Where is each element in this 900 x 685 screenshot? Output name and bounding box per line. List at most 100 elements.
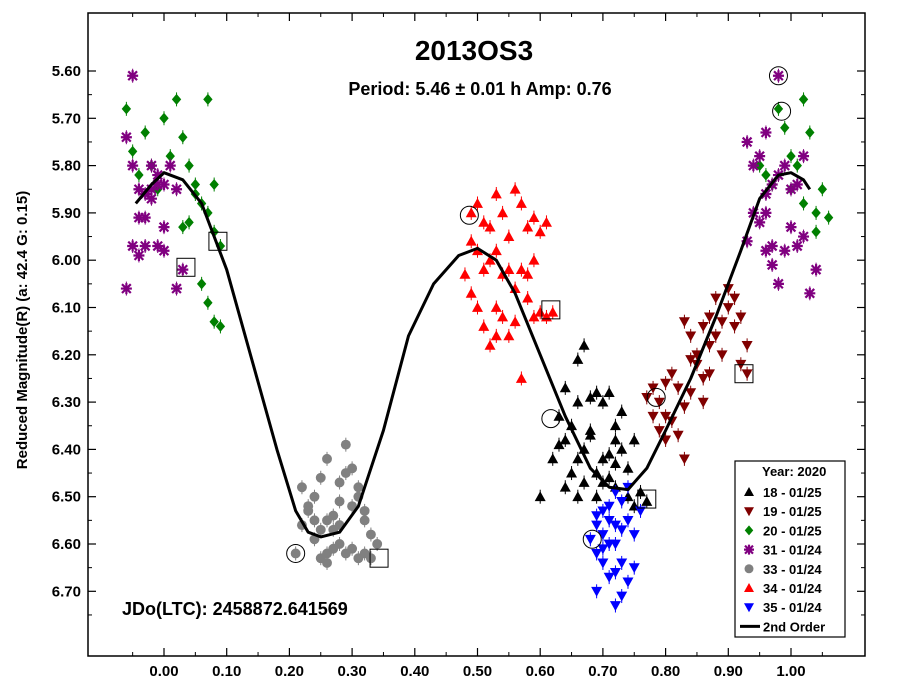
data-point [178,131,188,143]
data-point [572,453,584,464]
data-point [184,216,194,228]
data-point [622,577,634,588]
data-point [165,150,175,162]
data-point [528,212,540,223]
data-point [741,235,753,247]
data-point [591,491,603,502]
data-point [666,369,678,380]
data-point [616,443,628,454]
data-point [609,487,621,498]
data-point [158,245,170,257]
data-point [158,179,170,191]
data-point [761,169,771,181]
data-point [164,160,176,172]
data-point [134,169,144,181]
data-point [798,231,810,243]
data-point [591,520,603,531]
y-tick-label: 6.20 [52,347,81,364]
legend-label: 34 - 01/24 [763,581,822,596]
data-point [798,197,809,209]
data-point [171,183,183,195]
data-point [672,383,684,394]
data-point [754,150,766,162]
data-point [152,169,164,181]
data-point [716,350,728,361]
data-point [647,411,659,422]
data-point [515,264,527,275]
data-point [315,472,326,483]
legend-label: 31 - 01/24 [763,543,822,558]
data-point [760,207,772,219]
data-point [309,515,320,526]
data-point [340,439,351,450]
data-point [635,506,647,517]
data-point [133,212,145,224]
data-point [616,591,628,602]
axis-ticks: 0.00 0.10 0.20 0.30 0.40 0.50 0.60 0.70 0.80 0.90… [52,13,865,680]
data-point [811,207,821,219]
x-tick-label: 0.60 [526,663,555,680]
data-point [484,221,496,232]
data-point [572,491,584,502]
data-point [139,240,151,252]
data-point [772,278,784,290]
data-point [347,501,358,512]
data-point [184,160,194,172]
data-point [666,416,678,427]
legend-entries: 18 - 01/25 19 - 01/25 20 - 01/25 31 - 01/24… [740,485,825,634]
data-point [660,378,672,389]
data-point [791,179,803,191]
data-point [121,103,132,115]
data-point [653,426,665,436]
data-point [766,240,778,252]
data-point [497,207,509,218]
data-point [478,216,490,227]
boxed-point [541,300,561,320]
legend-swatch [744,583,754,592]
data-point [760,188,772,200]
circled-point [646,387,666,407]
data-point [547,306,559,317]
data-point [372,539,383,549]
circled-point [768,66,788,86]
data-point [534,226,546,237]
data-point [616,497,628,507]
data-point [603,387,615,398]
data-point [145,160,157,172]
data-point [566,420,578,431]
data-point [322,453,332,464]
data-point [509,183,521,194]
legend: Year: 2020 18 - 01/25 19 - 01/25 20 - 01/2… [734,460,846,638]
data-point [553,439,565,450]
data-point [465,207,477,218]
data-point [697,397,709,408]
data-point [127,160,139,172]
data-point [296,482,307,493]
data-point [572,396,584,407]
boxed-point [176,257,196,277]
circled-point [582,529,602,549]
data-point [603,472,615,483]
data-point [760,126,772,138]
data-point [503,264,515,275]
data-point [616,406,628,416]
data-point [710,293,722,304]
data-point [628,434,640,445]
data-point [515,372,527,383]
boxed-point [637,489,657,509]
y-axis-label: Reduced Magnitude(R) (a: 42.4 G: 0.15) [14,191,31,469]
data-point [722,303,734,313]
data-point [603,501,615,512]
data-point [120,283,132,295]
data-marks [120,66,834,613]
data-point [559,434,571,445]
data-point [203,207,213,219]
data-point [811,226,821,238]
data-point [622,462,634,473]
data-point [540,216,552,227]
data-point [509,316,521,327]
data-point [522,268,534,279]
x-tick-label: 0.50 [463,663,492,680]
data-point [722,284,734,295]
